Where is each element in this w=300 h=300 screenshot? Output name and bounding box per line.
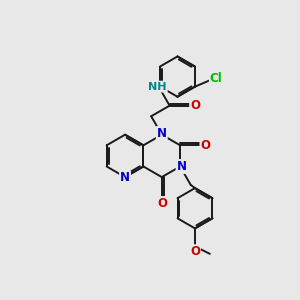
Text: N: N — [177, 160, 187, 173]
Text: N: N — [120, 172, 130, 184]
Text: O: O — [201, 139, 211, 152]
Text: Cl: Cl — [210, 72, 223, 85]
Text: O: O — [158, 197, 167, 210]
Text: O: O — [190, 245, 200, 258]
Text: O: O — [190, 99, 200, 112]
Text: N: N — [157, 127, 167, 140]
Text: NH: NH — [148, 82, 167, 92]
